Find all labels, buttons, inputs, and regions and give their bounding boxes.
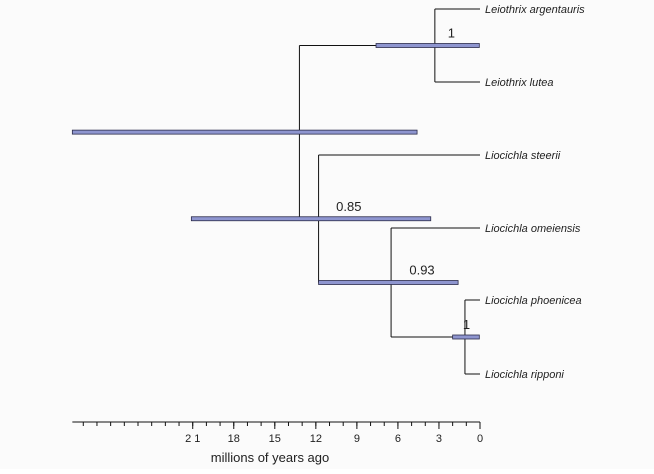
axis-tick-label: 0	[477, 433, 483, 445]
hpd-bars	[71, 43, 480, 340]
support-label-n_lioc: 0.85	[336, 199, 361, 214]
axis-tick-label: 2 1	[185, 433, 200, 445]
tip-label-t3: Liocichla steerii	[485, 150, 561, 162]
axis-tick-label: 6	[395, 433, 401, 445]
tip-label-t5: Liocichla phoenicea	[485, 295, 582, 307]
axis-tick-label: 15	[269, 433, 281, 445]
hpd-bar-n_phoe	[452, 334, 480, 340]
axis-tick-label: 9	[354, 433, 360, 445]
branches	[298, 8, 480, 375]
support-label-n_leio: 1	[448, 26, 455, 41]
hpd-bar-n_leio	[375, 43, 480, 48]
tip-labels: Leiothrix argentauris Leiothrix lutea Lioc…	[485, 4, 585, 381]
hpd-bar-root	[71, 129, 418, 135]
tip-label-t6: Liocichla ripponi	[485, 369, 564, 381]
tip-label-t4: Liocichla omeiensis	[485, 223, 581, 235]
hpd-bar-n_omei	[318, 280, 459, 285]
tip-label-t2: Leiothrix lutea	[485, 77, 554, 89]
support-label-n_omei: 0.93	[409, 263, 434, 278]
axis-title: millions of years ago	[211, 450, 330, 465]
axis-tick-label: 12	[310, 433, 322, 445]
support-label-n_phoe: 1	[463, 317, 470, 332]
time-axis: millions of years ago 2 1 18 15 12 9 6 3 0	[72, 421, 483, 465]
tip-label-t1: Leiothrix argentauris	[485, 4, 585, 16]
axis-tick-label: 3	[436, 433, 442, 445]
hpd-bar-n_lioc	[190, 216, 432, 222]
support-labels: 1 0.85 0.93 1	[336, 26, 470, 333]
axis-tick-label: 18	[228, 433, 240, 445]
